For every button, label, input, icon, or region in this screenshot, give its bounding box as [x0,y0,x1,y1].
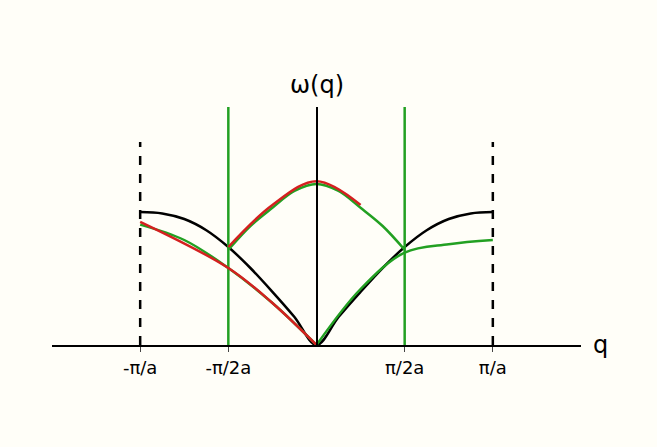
svg-text:q: q [593,331,608,359]
svg-text:π/2a: π/2a [385,357,424,378]
svg-text:-π/a: -π/a [123,357,157,378]
svg-text:π/a: π/a [479,357,507,378]
svg-text:ω(q): ω(q) [290,71,344,99]
svg-text:-π/2a: -π/2a [205,357,251,378]
